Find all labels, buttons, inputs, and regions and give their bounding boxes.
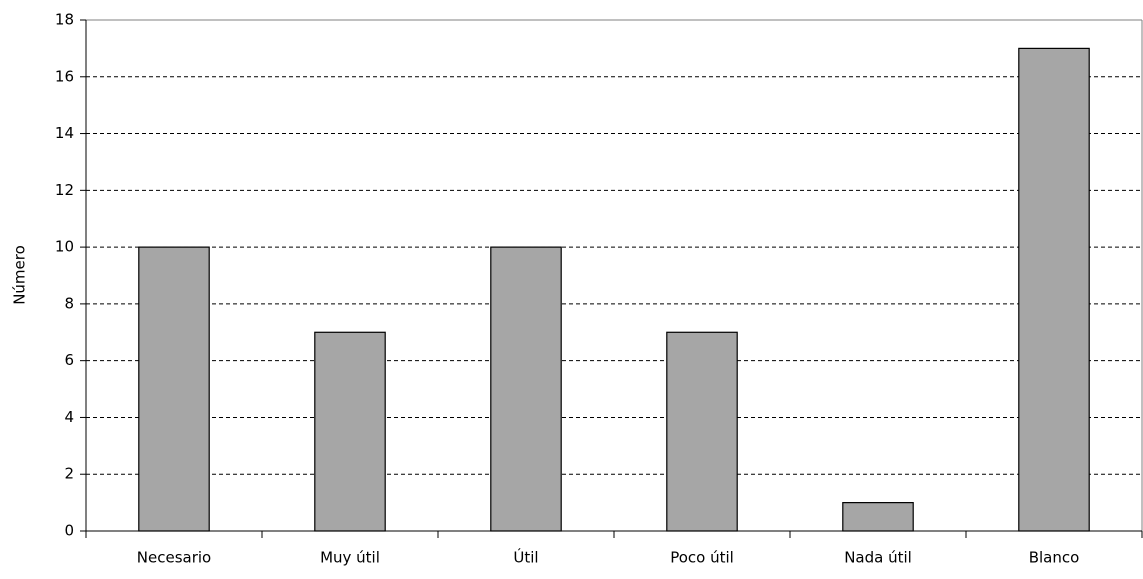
y-tick-label: 18 xyxy=(55,11,74,29)
y-tick-label: 6 xyxy=(64,351,74,369)
x-tick-label: Muy útil xyxy=(320,549,380,567)
y-axis-label: Número xyxy=(11,245,29,305)
y-tick-label: 0 xyxy=(64,522,74,540)
y-tick-label: 8 xyxy=(64,294,74,312)
bar xyxy=(666,331,738,532)
bar xyxy=(1018,47,1090,532)
x-tick-label: Necesario xyxy=(137,549,211,567)
y-tick-label: 12 xyxy=(55,181,74,199)
bar xyxy=(138,246,210,532)
x-tick-label: Blanco xyxy=(1029,549,1080,567)
y-tick-label: 4 xyxy=(64,408,74,426)
y-tick-label: 16 xyxy=(55,67,74,85)
x-tick-label: Nada útil xyxy=(844,549,912,567)
x-tick-label: Útil xyxy=(513,548,538,567)
bar xyxy=(842,502,914,532)
bar xyxy=(314,331,386,532)
bar xyxy=(490,246,562,532)
x-tick-label: Poco útil xyxy=(670,549,734,567)
y-tick-label: 2 xyxy=(64,465,74,483)
y-tick-label: 14 xyxy=(55,124,74,142)
y-tick-label: 10 xyxy=(55,238,74,256)
